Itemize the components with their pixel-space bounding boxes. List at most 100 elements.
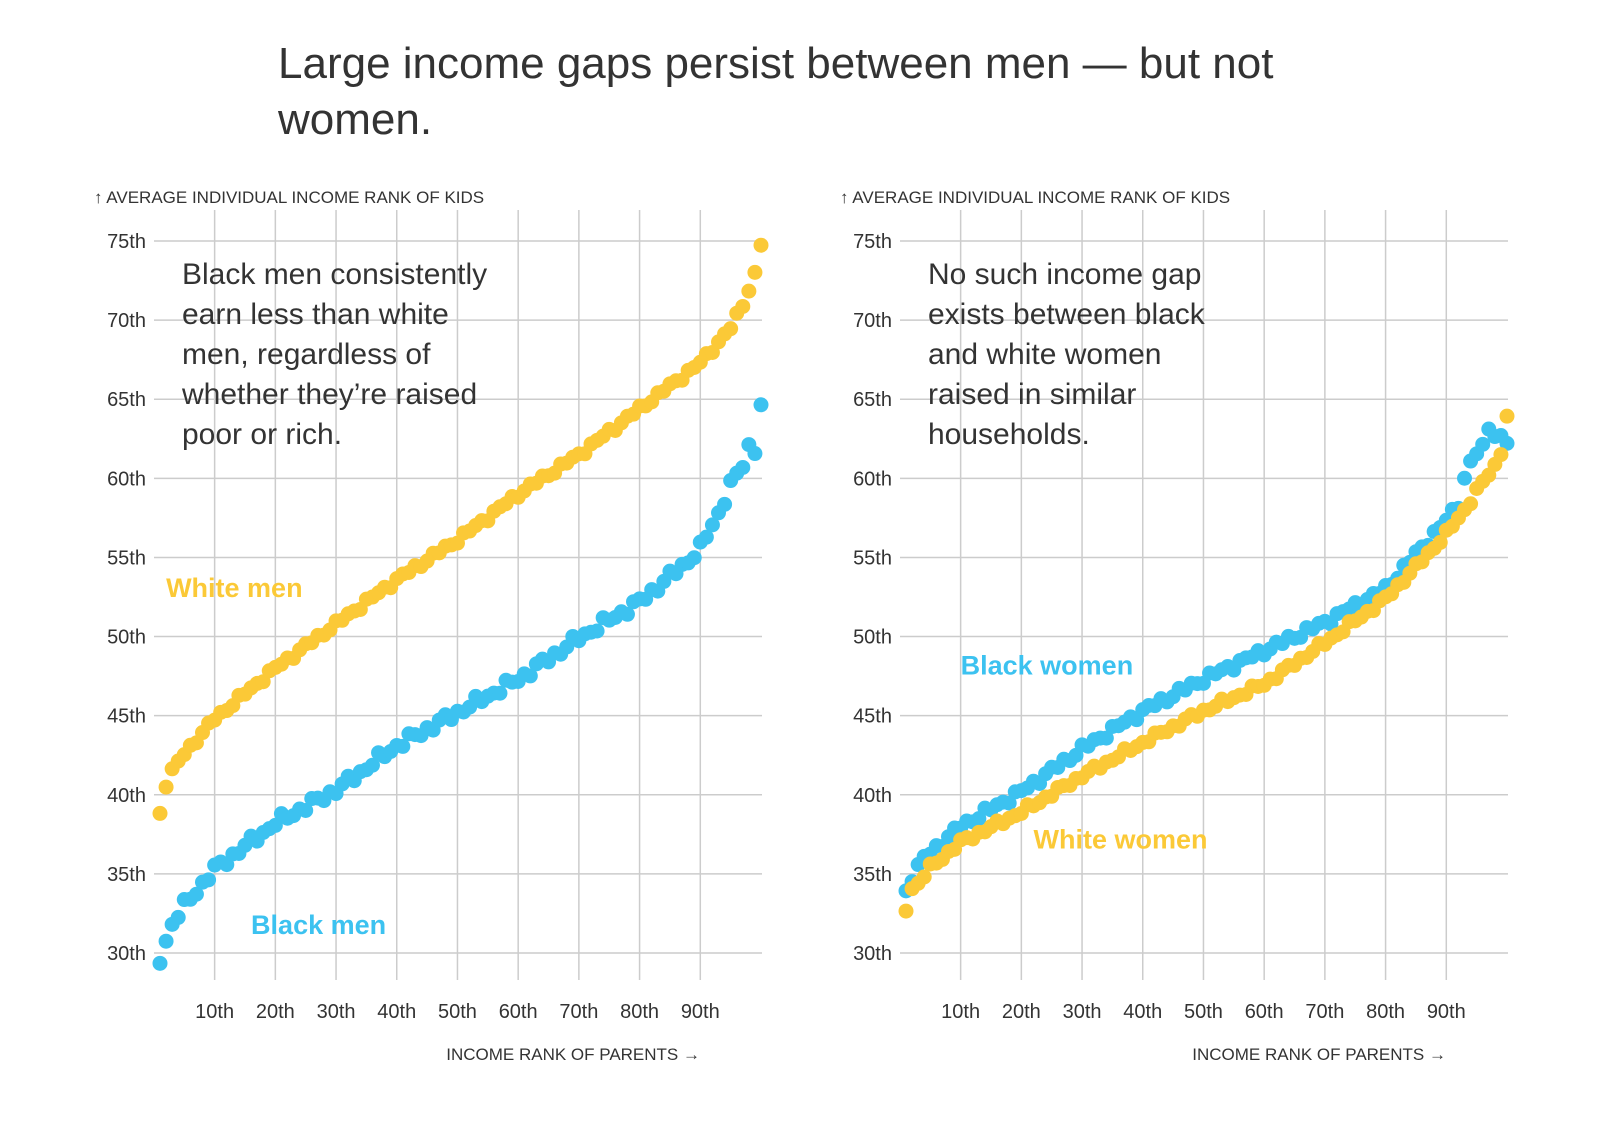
y-tick-label: 35th: [107, 864, 146, 886]
x-tick-label: 70th: [1305, 1001, 1344, 1023]
x-axis-title: INCOME RANK OF PARENTS →: [1192, 1045, 1446, 1064]
y-tick-label: 65th: [853, 389, 892, 411]
y-tick-label: 75th: [853, 231, 892, 253]
y-tick-label: 50th: [107, 627, 146, 649]
y-tick-label: 55th: [853, 547, 892, 569]
chart-panel-women: 30th 35th 40th 45th 50th 55th 60th 65th 70th 75th…: [746, 180, 1515, 1100]
grid: [900, 210, 1508, 980]
x-tick-label: 10th: [941, 1001, 980, 1023]
data-point: [735, 298, 751, 314]
y-tick-label: 30th: [853, 943, 892, 965]
series-white-women: [898, 408, 1515, 919]
data-point: [522, 668, 538, 684]
y-tick-label: 70th: [107, 310, 146, 332]
y-axis-title: ↑ AVERAGE INDIVIDUAL INCOME RANK OF KIDS: [94, 188, 484, 207]
x-tick-label: 10th: [195, 1001, 234, 1023]
data-point: [1475, 436, 1491, 452]
y-tick-label: 60th: [853, 468, 892, 490]
y-tick-label: 50th: [853, 627, 892, 649]
data-point: [1001, 795, 1017, 811]
y-tick-label: 30th: [107, 943, 146, 965]
data-point: [1432, 534, 1448, 550]
data-point: [395, 738, 411, 754]
y-axis-title: ↑ AVERAGE INDIVIDUAL INCOME RANK OF KIDS: [840, 188, 1230, 207]
chart-panel-men: 30th 35th 40th 45th 50th 55th 60th 65th 70th 75th…: [0, 180, 769, 1100]
y-tick-label: 55th: [107, 547, 146, 569]
x-tick-label: 50th: [1184, 1001, 1223, 1023]
scatter-chart-women: 30th 35th 40th 45th 50th 55th 60th 65th 70th 75th…: [840, 188, 1515, 1064]
x-tick-label: 80th: [620, 1001, 659, 1023]
data-point: [753, 397, 769, 413]
data-point: [735, 459, 751, 475]
data-point: [1499, 435, 1515, 451]
data-point: [1098, 730, 1114, 746]
page-title: Large income gaps persist between men — …: [278, 39, 1274, 144]
x-tick-label: 60th: [499, 1001, 538, 1023]
y-tick-label: 45th: [853, 706, 892, 728]
scatter-chart-men: 30th 35th 40th 45th 50th 55th 60th 65th 70th 75th…: [94, 188, 769, 1064]
data-point: [364, 757, 380, 773]
annotation-line: No such income gap: [928, 258, 1202, 291]
x-tick-label: 20th: [256, 1001, 295, 1023]
data-point: [188, 886, 204, 902]
y-tick-label: 70th: [853, 310, 892, 332]
data-point: [152, 805, 168, 821]
y-tick-label: 35th: [853, 864, 892, 886]
y-tick-label: 40th: [853, 785, 892, 807]
data-point: [916, 869, 932, 885]
chart-annotation: No such income gap exists between black an…: [928, 258, 1206, 451]
series-label: Black men: [251, 910, 386, 940]
series-white-men: [152, 237, 769, 821]
y-tick-label: 65th: [107, 389, 146, 411]
data-point: [747, 264, 763, 280]
data-point: [747, 446, 763, 462]
data-point: [152, 955, 168, 971]
data-point: [170, 909, 186, 925]
series-label: White men: [166, 573, 303, 603]
y-tick-label: 75th: [107, 231, 146, 253]
data-point: [898, 903, 914, 919]
series-label: White women: [1033, 825, 1207, 855]
x-tick-label: 50th: [438, 1001, 477, 1023]
annotation-line: households.: [928, 418, 1090, 451]
data-point: [717, 496, 733, 512]
series-black-women: [898, 421, 1515, 899]
data-point: [704, 517, 720, 533]
data-point: [1463, 496, 1479, 512]
series-black-men: [152, 397, 769, 971]
data-point: [267, 817, 283, 833]
x-tick-label: 90th: [1427, 1001, 1466, 1023]
y-tick-label: 45th: [107, 706, 146, 728]
x-tick-label: 80th: [1366, 1001, 1405, 1023]
y-tick-label: 40th: [107, 785, 146, 807]
annotation-line: exists between black: [928, 298, 1206, 331]
data-point: [492, 685, 508, 701]
data-point: [753, 237, 769, 253]
x-tick-label: 40th: [1123, 1001, 1162, 1023]
annotation-line: earn less than white: [182, 298, 449, 331]
data-point: [158, 933, 174, 949]
data-point: [201, 872, 217, 888]
x-axis-title: INCOME RANK OF PARENTS →: [446, 1045, 700, 1064]
data-point: [1457, 470, 1473, 486]
data-point: [158, 779, 174, 795]
y-tick-label: 60th: [107, 468, 146, 490]
data-point: [619, 606, 635, 622]
annotation-line: raised in similar: [928, 378, 1136, 411]
data-point: [723, 321, 739, 337]
annotation-line: men, regardless of: [182, 338, 431, 371]
data-point: [741, 283, 757, 299]
annotation-line: poor or rich.: [182, 418, 342, 451]
series-label: Black women: [961, 651, 1134, 681]
x-tick-label: 60th: [1245, 1001, 1284, 1023]
annotation-line: Black men consistently: [182, 258, 487, 291]
annotation-line: and white women: [928, 338, 1161, 371]
data-point: [255, 674, 271, 690]
data-point: [698, 529, 714, 545]
data-point: [686, 550, 702, 566]
x-tick-label: 70th: [559, 1001, 598, 1023]
x-tick-label: 30th: [1063, 1001, 1102, 1023]
annotation-line: whether they’re raised: [181, 378, 477, 411]
data-point: [1499, 408, 1515, 424]
x-tick-label: 90th: [681, 1001, 720, 1023]
